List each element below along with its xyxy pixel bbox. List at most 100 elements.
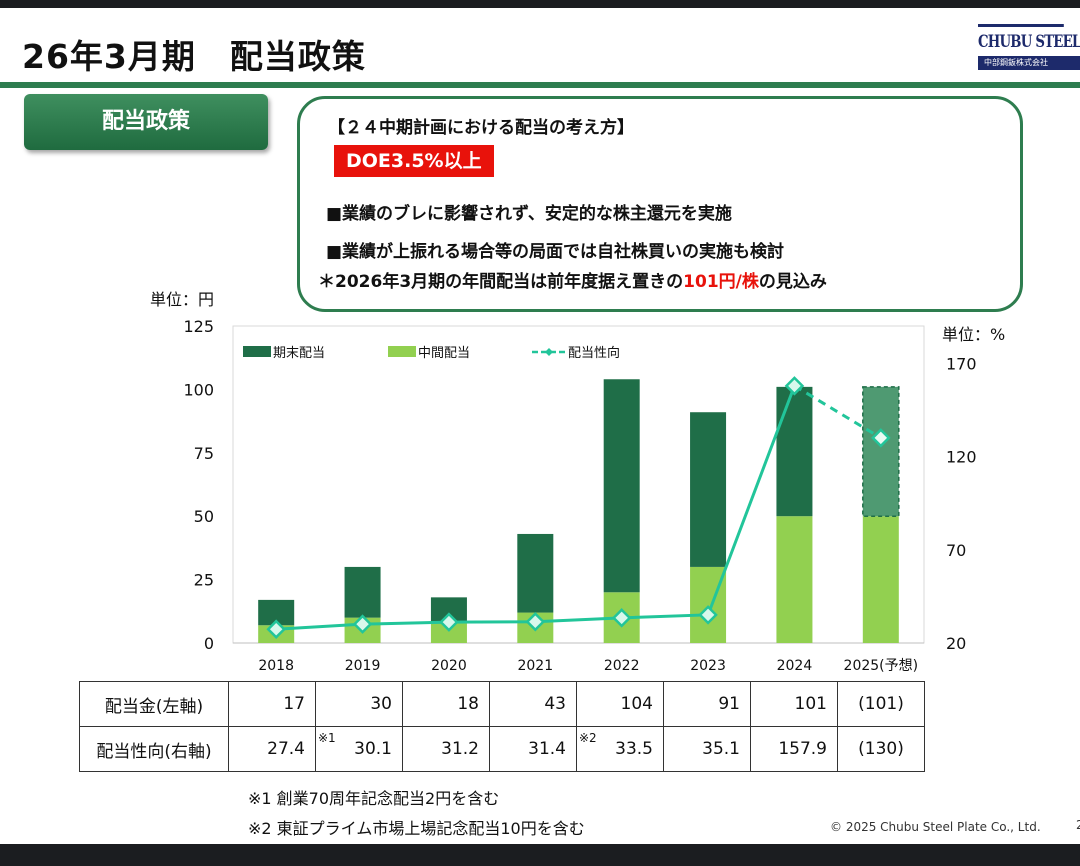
payout-ratio-point [871, 428, 891, 448]
bar-year-end-dividend [690, 412, 727, 567]
policy-note: ＊2026年3月期の年間配当は前年度据え置きの101円/株の見込み [318, 267, 827, 292]
payout-ratio-point [784, 376, 805, 396]
policy-note-prefix: ＊2026年3月期の年間配当は前年度据え置きの [318, 272, 684, 292]
table-cell-value: 101 [794, 694, 827, 714]
table-cell-value: (101) [858, 694, 904, 714]
table-row: 配当性向(右軸) 27.4 ※1 30.1 31.2 31.4 ※2 33.5 35.1 157.… [79, 726, 925, 772]
payout-ratio-point [525, 611, 546, 632]
logo-subtitle: 中部鋼鈑株式会社 [978, 56, 1080, 70]
table-cell: 35.1 [663, 726, 751, 772]
policy-note-highlight: 101円/株 [683, 272, 759, 292]
bar-year-end-dividend [862, 386, 900, 517]
footnote-marker: ※2 [579, 731, 597, 745]
x-axis-tick: 2018 [258, 658, 294, 674]
page-title: 26年3月期 配当政策 [22, 37, 366, 76]
legend-label: 配当性向 [568, 345, 620, 361]
table-cell-value: (130) [858, 739, 904, 759]
bar-year-end-dividend [776, 386, 813, 517]
footnote: ※2 東証プライム市場上場記念配当10円を含む [248, 819, 585, 838]
left-axis-tick: 125 [183, 317, 214, 336]
table-cell: 30 [315, 681, 403, 727]
footnote: ※1 創業70周年記念配当2円を含む [248, 789, 500, 808]
table-cell: 18 [402, 681, 490, 727]
legend-label: 期末配当 [273, 346, 325, 361]
table-cell-value: 35.1 [702, 739, 740, 759]
table-cell-value: 104 [620, 694, 653, 714]
x-axis-tick: 2024 [777, 658, 813, 674]
x-axis-tick: 2025(予想) [844, 658, 919, 674]
footnote-marker: ※1 [318, 731, 336, 745]
table-cell-value: 30.1 [354, 739, 392, 759]
policy-callout: 【２４中期計画における配当の考え方】 DOE3.5%以上 ■業績のブレに影響され… [297, 96, 1023, 312]
company-logo: CHUBU STEEL PLATE 中部鋼鈑株式会社 [978, 24, 1080, 72]
dividend-chart: 単位：円単位：% 0 25 50 75 100 125 20 70 120 170 2018 2019 2… [150, 290, 1005, 674]
table-cell-value: 33.5 [615, 739, 653, 759]
table-cell: 157.9 [750, 726, 838, 772]
x-axis-tick: 2022 [604, 658, 640, 674]
payout-ratio-forecast-line [793, 384, 882, 440]
left-axis-unit: 単位：円 [150, 290, 214, 309]
slide: 26年3月期 配当政策 CHUBU STEEL PLATE 中部鋼鈑株式会社 配… [0, 8, 1080, 844]
table-cell: 104 [576, 681, 664, 727]
table-cell: 91 [663, 681, 751, 727]
doe-badge: DOE3.5%以上 [334, 145, 494, 177]
legend-swatch [388, 346, 416, 357]
x-axis-tick: 2019 [345, 658, 381, 674]
right-axis-tick: 70 [946, 541, 966, 560]
page-number: 2 [1076, 818, 1080, 832]
table-cell: (130) [837, 726, 925, 772]
right-axis-unit: 単位：% [942, 325, 1005, 344]
policy-bullet: ■業績が上振れる場合等の局面では自社株買いの実施も検討 [326, 242, 785, 262]
x-axis-tick: 2020 [431, 658, 467, 674]
bar-year-end-dividend [603, 379, 640, 593]
table-row-label: 配当金(左軸) [79, 681, 229, 727]
table-cell: 43 [489, 681, 577, 727]
table-cell: ※2 33.5 [576, 726, 664, 772]
table-row: 配当金(左軸) 17 30 18 43 104 91 101 (101) [79, 681, 925, 727]
table-cell-value: 91 [718, 694, 740, 714]
right-axis-tick: 170 [946, 354, 977, 373]
left-axis-tick: 25 [194, 571, 214, 590]
payout-ratio-point [352, 614, 373, 634]
bar-interim-dividend [430, 622, 467, 643]
bar-interim-dividend [862, 516, 899, 643]
x-axis-tick: 2023 [690, 658, 726, 674]
table-cell: 27.4 [228, 726, 316, 772]
left-axis-tick: 50 [194, 507, 214, 526]
table-cell: 101 [750, 681, 838, 727]
policy-note-suffix: の見込み [758, 272, 827, 292]
payout-ratio-point [439, 612, 459, 632]
legend-marker [545, 348, 553, 356]
table-cell-value: 43 [544, 694, 566, 714]
table-cell-value: 17 [283, 694, 305, 714]
title-underline [0, 82, 1080, 88]
table-cell-value: 31.4 [528, 739, 566, 759]
left-axis-tick: 100 [183, 380, 214, 399]
x-axis-tick: 2021 [517, 658, 553, 674]
left-axis-tick: 0 [204, 634, 214, 653]
table-cell: 31.2 [402, 726, 490, 772]
left-axis-tick: 75 [194, 444, 214, 463]
payout-ratio-point [698, 605, 718, 625]
table-row-label: 配当性向(右軸) [79, 726, 229, 772]
table-cell-value: 157.9 [778, 739, 827, 759]
table-cell-value: 30 [370, 694, 392, 714]
logo-wordmark: CHUBU STEEL PLATE [978, 24, 1080, 59]
table-cell-value: 31.2 [441, 739, 479, 759]
bar-year-end-dividend [517, 533, 554, 613]
dividend-table: 配当金(左軸) 17 30 18 43 104 91 101 (101) 配当性向(右軸) 27.4… [79, 681, 925, 772]
table-cell-value: 27.4 [267, 739, 305, 759]
table-cell: 31.4 [489, 726, 577, 772]
right-axis-tick: 120 [946, 448, 977, 467]
bar-interim-dividend [776, 516, 813, 643]
copyright: © 2025 Chubu Steel Plate Co., Ltd. [830, 820, 1041, 834]
table-cell: 17 [228, 681, 316, 727]
payout-ratio-point [266, 619, 286, 639]
bar-year-end-dividend [344, 566, 381, 618]
table-cell: (101) [837, 681, 925, 727]
policy-heading: 【２４中期計画における配当の考え方】 [328, 118, 634, 138]
legend-label: 中間配当 [418, 346, 470, 361]
right-axis-tick: 20 [946, 634, 966, 653]
legend-swatch [243, 346, 271, 357]
table-cell: ※1 30.1 [315, 726, 403, 772]
